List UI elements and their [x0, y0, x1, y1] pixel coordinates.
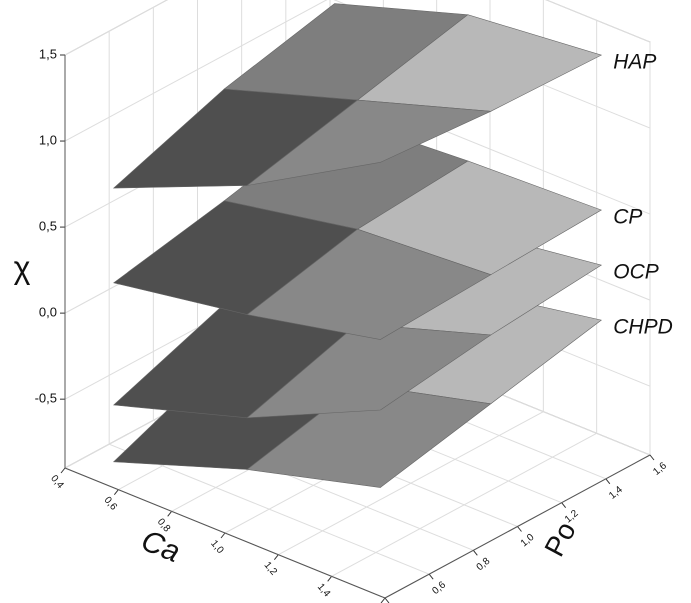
x-tick-label: 1,0 [208, 538, 226, 556]
x-tick-label: 1,4 [315, 582, 333, 600]
tick-mark [384, 597, 390, 603]
tick-mark [649, 454, 655, 461]
tick-mark [605, 478, 611, 485]
y-tick-label: 1,0 [519, 532, 537, 550]
tick-mark [113, 489, 119, 495]
tick-mark [561, 502, 567, 508]
series-label: HAP [613, 51, 656, 74]
axis-line [64, 467, 386, 599]
z-tick-label: -0,5 [35, 391, 57, 406]
tick-mark [220, 532, 226, 539]
y-tick-label: 0,8 [475, 555, 493, 573]
z-axis-title: χ [14, 249, 31, 285]
axis-line [384, 454, 651, 599]
x-tick-label: 1,2 [262, 560, 280, 578]
z-tick-label: 0,5 [39, 219, 57, 234]
x-tick-label: 0,4 [48, 473, 66, 491]
y-tick-label: 1,4 [607, 484, 625, 502]
tick-mark [472, 550, 478, 556]
surface-cell [246, 228, 492, 340]
tick-mark [428, 573, 434, 580]
surface-cell [246, 323, 492, 419]
x-tick-label: 0,6 [102, 495, 120, 513]
grid-line [108, 443, 430, 575]
y-tick-label: 0,6 [430, 579, 448, 597]
tick-mark [327, 576, 333, 582]
series-label: CHPD [613, 316, 673, 339]
tick-mark [60, 467, 66, 474]
tick-mark [517, 526, 522, 532]
tick-mark [380, 597, 386, 603]
z-tick-label: 1,0 [39, 132, 57, 147]
y-tick-label: 1,6 [651, 460, 669, 478]
y-axis-title: Po [538, 517, 581, 562]
x-axis-title: Ca [137, 524, 185, 569]
surface-cell [246, 99, 492, 186]
z-tick-label: 0,0 [39, 305, 57, 320]
tick-mark [273, 554, 279, 560]
tick-mark [167, 511, 173, 517]
z-tick-label: 1,5 [39, 46, 57, 61]
series-label: OCP [613, 261, 659, 284]
series-label: CP [613, 206, 642, 229]
